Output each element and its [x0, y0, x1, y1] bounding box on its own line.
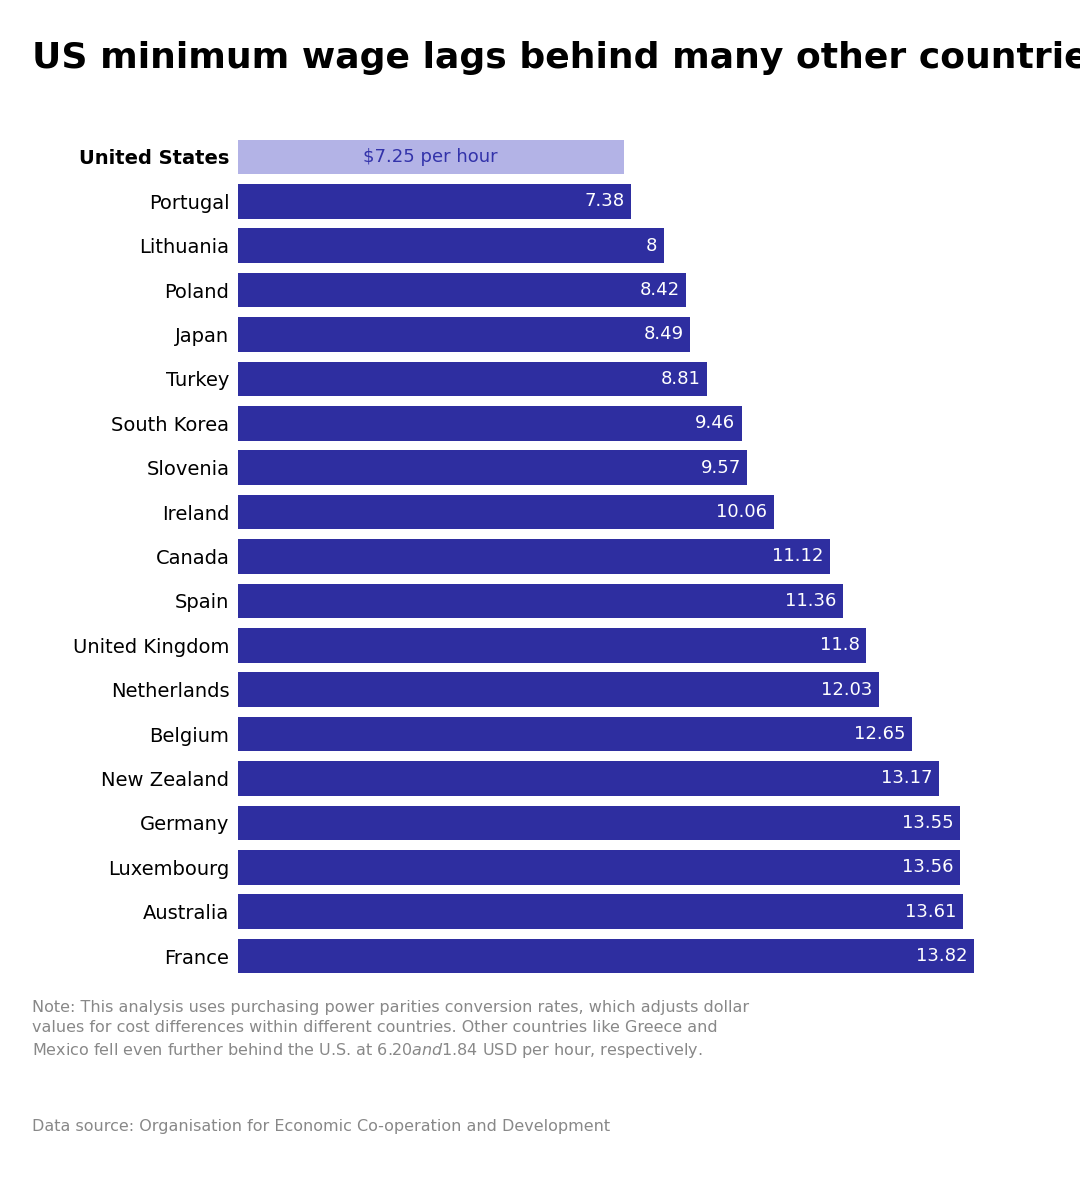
Text: 9.46: 9.46	[696, 414, 735, 432]
Text: 10.06: 10.06	[716, 503, 767, 521]
Bar	[238, 229, 664, 263]
Text: 8.49: 8.49	[644, 326, 684, 343]
Bar	[238, 850, 960, 884]
Bar	[238, 272, 686, 308]
Bar	[238, 761, 940, 796]
Bar	[238, 184, 631, 219]
Bar	[238, 939, 974, 973]
Bar	[238, 406, 742, 440]
Text: 13.55: 13.55	[902, 813, 954, 832]
Text: Data source: Organisation for Economic Co-operation and Development: Data source: Organisation for Economic C…	[32, 1119, 610, 1134]
Text: 8.42: 8.42	[639, 281, 679, 300]
Text: 8: 8	[646, 237, 658, 255]
Text: 11.12: 11.12	[772, 547, 824, 566]
Text: 12.03: 12.03	[821, 681, 873, 699]
Text: 11.8: 11.8	[820, 636, 860, 655]
Text: Note: This analysis uses purchasing power parities conversion rates, which adjus: Note: This analysis uses purchasing powe…	[32, 1000, 750, 1060]
Text: 13.61: 13.61	[905, 902, 957, 921]
Text: 13.82: 13.82	[916, 947, 968, 965]
Bar	[238, 140, 624, 174]
Bar	[238, 716, 912, 752]
Text: 8.81: 8.81	[661, 369, 701, 388]
Text: 7.38: 7.38	[584, 192, 624, 211]
Bar	[238, 450, 747, 485]
Text: 11.36: 11.36	[785, 592, 837, 610]
Bar	[238, 495, 773, 529]
Text: 13.56: 13.56	[902, 858, 954, 876]
Text: US minimum wage lags behind many other countries: US minimum wage lags behind many other c…	[32, 41, 1080, 76]
Bar	[238, 317, 690, 352]
Text: 13.17: 13.17	[881, 770, 933, 787]
Text: 9.57: 9.57	[701, 458, 741, 477]
Bar	[238, 584, 842, 618]
Bar	[238, 361, 707, 397]
Bar	[238, 894, 962, 929]
Bar	[238, 628, 866, 663]
Bar	[238, 539, 831, 574]
Text: $7.25 per hour: $7.25 per hour	[364, 148, 498, 166]
Bar	[238, 673, 878, 707]
Bar	[238, 805, 959, 841]
Text: 12.65: 12.65	[853, 725, 905, 744]
